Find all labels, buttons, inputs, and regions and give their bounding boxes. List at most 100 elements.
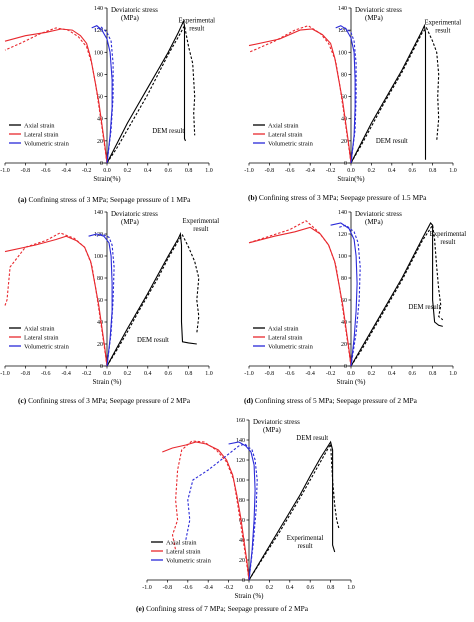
- legend-label: Axial strain: [24, 325, 55, 332]
- x-tick-label: 0.4: [388, 371, 396, 377]
- y-axis-label: Deviatoric stress: [253, 418, 300, 426]
- x-tick-label: 0.8: [429, 168, 437, 174]
- x-tick-label: 1.0: [347, 585, 355, 591]
- x-tick-label: 0.2: [124, 371, 132, 377]
- x-tick-label: -0.6: [183, 585, 193, 591]
- legend-label: Volumetric strain: [268, 140, 314, 147]
- x-tick-label: -1.0: [244, 168, 254, 174]
- x-tick-label: 1.0: [449, 371, 457, 377]
- y-tick-label: 120: [236, 458, 245, 464]
- series-line: [248, 440, 336, 581]
- x-tick-label: 0.2: [368, 168, 376, 174]
- x-tick-label: -1.0: [0, 371, 10, 377]
- x-tick-label: 1.0: [449, 168, 457, 174]
- legend-label: Axial strain: [268, 325, 299, 332]
- legend-label: Volumetric strain: [268, 343, 314, 350]
- legend-label: Volumetric strain: [166, 557, 212, 564]
- series-line: [106, 24, 196, 164]
- series-line: [106, 19, 187, 164]
- y-axis-label: Deviatoric stress: [111, 6, 158, 14]
- x-tick-label: 0.2: [368, 371, 376, 377]
- y-axis-label: Deviatoric stress: [111, 210, 158, 218]
- y-tick-label: 40: [341, 117, 347, 123]
- legend-label: Lateral strain: [166, 548, 201, 555]
- annotation-text: result: [189, 25, 204, 32]
- caption-e: (e) Confining stress of 7 MPa; Seepage p…: [136, 604, 308, 613]
- annotation-text: Experimental: [430, 231, 467, 238]
- series-line: [338, 27, 357, 164]
- annotation-text: result: [193, 226, 208, 233]
- series-line: [350, 222, 443, 367]
- x-tick-label: 0.6: [306, 585, 314, 591]
- x-tick-label: 0.8: [327, 585, 335, 591]
- legend-label: Axial strain: [24, 122, 55, 129]
- annotation-text: result: [298, 543, 313, 550]
- x-tick-label: -0.4: [305, 371, 315, 377]
- y-axis-label: Deviatoric stress: [355, 210, 402, 218]
- x-axis-label: Strain(%): [337, 175, 365, 183]
- x-tick-label: -0.6: [41, 168, 51, 174]
- y-tick-label: 140: [236, 438, 245, 444]
- annotation-text: result: [440, 239, 455, 246]
- x-tick-label: -0.2: [224, 585, 234, 591]
- x-tick-label: 1.0: [205, 371, 213, 377]
- caption-c-text: Confining stress of 3 MPa; Seepage press…: [28, 396, 191, 405]
- x-tick-label: 1.0: [205, 168, 213, 174]
- y-tick-label: 100: [338, 50, 347, 56]
- x-tick-label: -0.4: [203, 585, 213, 591]
- y-tick-label: 80: [341, 72, 347, 78]
- y-tick-label: 40: [97, 117, 103, 123]
- x-axis-label: Strain (%): [235, 592, 265, 600]
- y-tick-label: 100: [338, 254, 347, 260]
- x-tick-label: -1.0: [244, 371, 254, 377]
- series-line: [350, 23, 427, 164]
- caption-d-text: Confining stress of 5 MPa; Seepage press…: [254, 396, 417, 405]
- x-tick-label: -0.2: [326, 168, 336, 174]
- caption-c-label: (c): [18, 396, 27, 405]
- series-line: [350, 223, 444, 367]
- x-tick-label: -1.0: [142, 585, 152, 591]
- y-tick-label: 0: [100, 161, 103, 167]
- annotation-text: Experimental: [424, 20, 461, 27]
- series-line: [335, 25, 356, 164]
- legend-label: Lateral strain: [24, 131, 59, 138]
- chart-b-group: -1.0 -0.8 -0.6 -0.4 -0.2 0.0 0.2 0.4 0.6 0.8 1.0 0 2…: [244, 6, 461, 183]
- y-tick-label: 0: [242, 578, 245, 584]
- y-tick-label: 140: [338, 210, 347, 216]
- y-tick-label: 120: [338, 28, 347, 34]
- y-tick-label: 140: [94, 210, 103, 216]
- x-tick-label: -0.6: [285, 371, 295, 377]
- chart-a-group: -1.0 -0.8 -0.6 -0.4 -0.2 0.0 0.2 0.4 0.6 0.8 1.0 0 2…: [0, 6, 215, 183]
- x-tick-label: 0.8: [185, 371, 193, 377]
- caption-d: (d) Confining stress of 5 MPa; Seepage p…: [244, 396, 417, 405]
- x-axis-label: Strain (%): [93, 378, 123, 386]
- y-tick-label: 0: [100, 364, 103, 370]
- y-tick-label: 120: [338, 232, 347, 238]
- x-tick-label: -0.8: [21, 168, 31, 174]
- x-tick-label: -0.6: [41, 371, 51, 377]
- x-tick-label: 0.2: [266, 585, 274, 591]
- series-line: [248, 25, 352, 164]
- y-axis-label: Deviatoric stress: [355, 6, 402, 14]
- x-tick-label: 0.2: [124, 168, 132, 174]
- x-tick-label: -0.4: [61, 371, 71, 377]
- y-axis-label-unit: (MPa): [263, 426, 282, 434]
- chart-e-group: -1.0 -0.8 -0.6 -0.4 -0.2 0.0 0.2 0.4 0.6 0.8 1.0 0 2…: [142, 418, 355, 600]
- y-tick-label: 80: [239, 498, 245, 504]
- series-line: [88, 233, 113, 367]
- x-tick-label: -0.8: [265, 371, 275, 377]
- y-tick-label: 120: [94, 28, 103, 34]
- x-tick-label: 0.6: [408, 168, 416, 174]
- y-axis-label-unit: (MPa): [121, 14, 140, 22]
- caption-a-label: (a): [18, 195, 27, 204]
- annotation-text: Experimental: [183, 218, 220, 225]
- legend-label: Axial strain: [166, 539, 197, 546]
- legend-label: Lateral strain: [24, 334, 59, 341]
- annotation-text: Experimental: [178, 17, 215, 24]
- series-line: [330, 222, 358, 367]
- series-line: [248, 220, 352, 367]
- x-tick-label: 0.8: [429, 371, 437, 377]
- y-axis-label-unit: (MPa): [121, 218, 140, 226]
- chart-c-group: -1.0 -0.8 -0.6 -0.4 -0.2 0.0 0.2 0.4 0.6 0.8 1.0 0 2…: [0, 210, 219, 386]
